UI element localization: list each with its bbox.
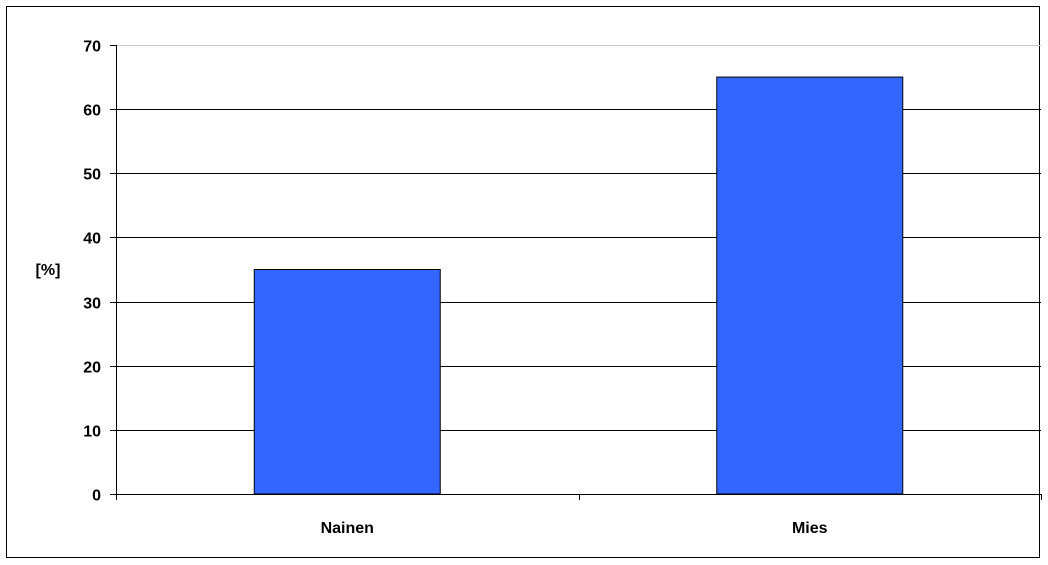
y-tick-label: 70 [83, 39, 101, 56]
y-tick-label: 50 [83, 167, 101, 184]
y-axis-title: [%] [36, 262, 61, 279]
bars [253, 76, 904, 495]
y-tick-label: 30 [83, 296, 101, 313]
y-tick-label: 60 [83, 103, 101, 120]
x-tick-label: Mies [792, 520, 828, 537]
bar-nainen [253, 269, 441, 495]
axes [110, 45, 1042, 500]
y-tick-labels: 0 10 20 30 40 50 60 70 [83, 39, 101, 505]
x-tick-label: Nainen [321, 520, 374, 537]
y-tick-label: 10 [83, 424, 101, 441]
bar-mies [716, 76, 904, 495]
y-tick-label: 40 [83, 231, 101, 248]
y-tick-label: 0 [92, 488, 101, 505]
y-tick-label: 20 [83, 360, 101, 377]
x-tick-labels: Nainen Mies [321, 520, 828, 537]
